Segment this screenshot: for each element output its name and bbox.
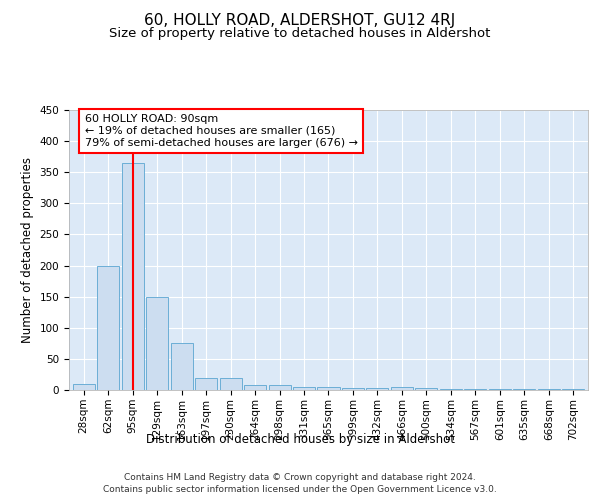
Bar <box>122 163 143 390</box>
Bar <box>73 384 95 390</box>
Bar <box>97 266 119 390</box>
Bar <box>440 389 462 390</box>
Bar <box>367 388 388 390</box>
Text: Contains HM Land Registry data © Crown copyright and database right 2024.: Contains HM Land Registry data © Crown c… <box>124 472 476 482</box>
Text: 60 HOLLY ROAD: 90sqm
← 19% of detached houses are smaller (165)
79% of semi-deta: 60 HOLLY ROAD: 90sqm ← 19% of detached h… <box>85 114 358 148</box>
Bar <box>489 389 511 390</box>
Bar <box>220 378 242 390</box>
Text: Contains public sector information licensed under the Open Government Licence v3: Contains public sector information licen… <box>103 485 497 494</box>
Bar <box>391 387 413 390</box>
Bar <box>342 388 364 390</box>
Text: 60, HOLLY ROAD, ALDERSHOT, GU12 4RJ: 60, HOLLY ROAD, ALDERSHOT, GU12 4RJ <box>145 12 455 28</box>
Bar <box>170 344 193 390</box>
Bar <box>146 296 168 390</box>
Bar <box>269 385 290 390</box>
Bar <box>195 378 217 390</box>
Bar <box>464 389 487 390</box>
Y-axis label: Number of detached properties: Number of detached properties <box>21 157 34 343</box>
Bar <box>415 388 437 390</box>
Text: Size of property relative to detached houses in Aldershot: Size of property relative to detached ho… <box>109 28 491 40</box>
Bar <box>293 387 315 390</box>
Text: Distribution of detached houses by size in Aldershot: Distribution of detached houses by size … <box>146 432 455 446</box>
Bar <box>244 385 266 390</box>
Bar <box>317 387 340 390</box>
